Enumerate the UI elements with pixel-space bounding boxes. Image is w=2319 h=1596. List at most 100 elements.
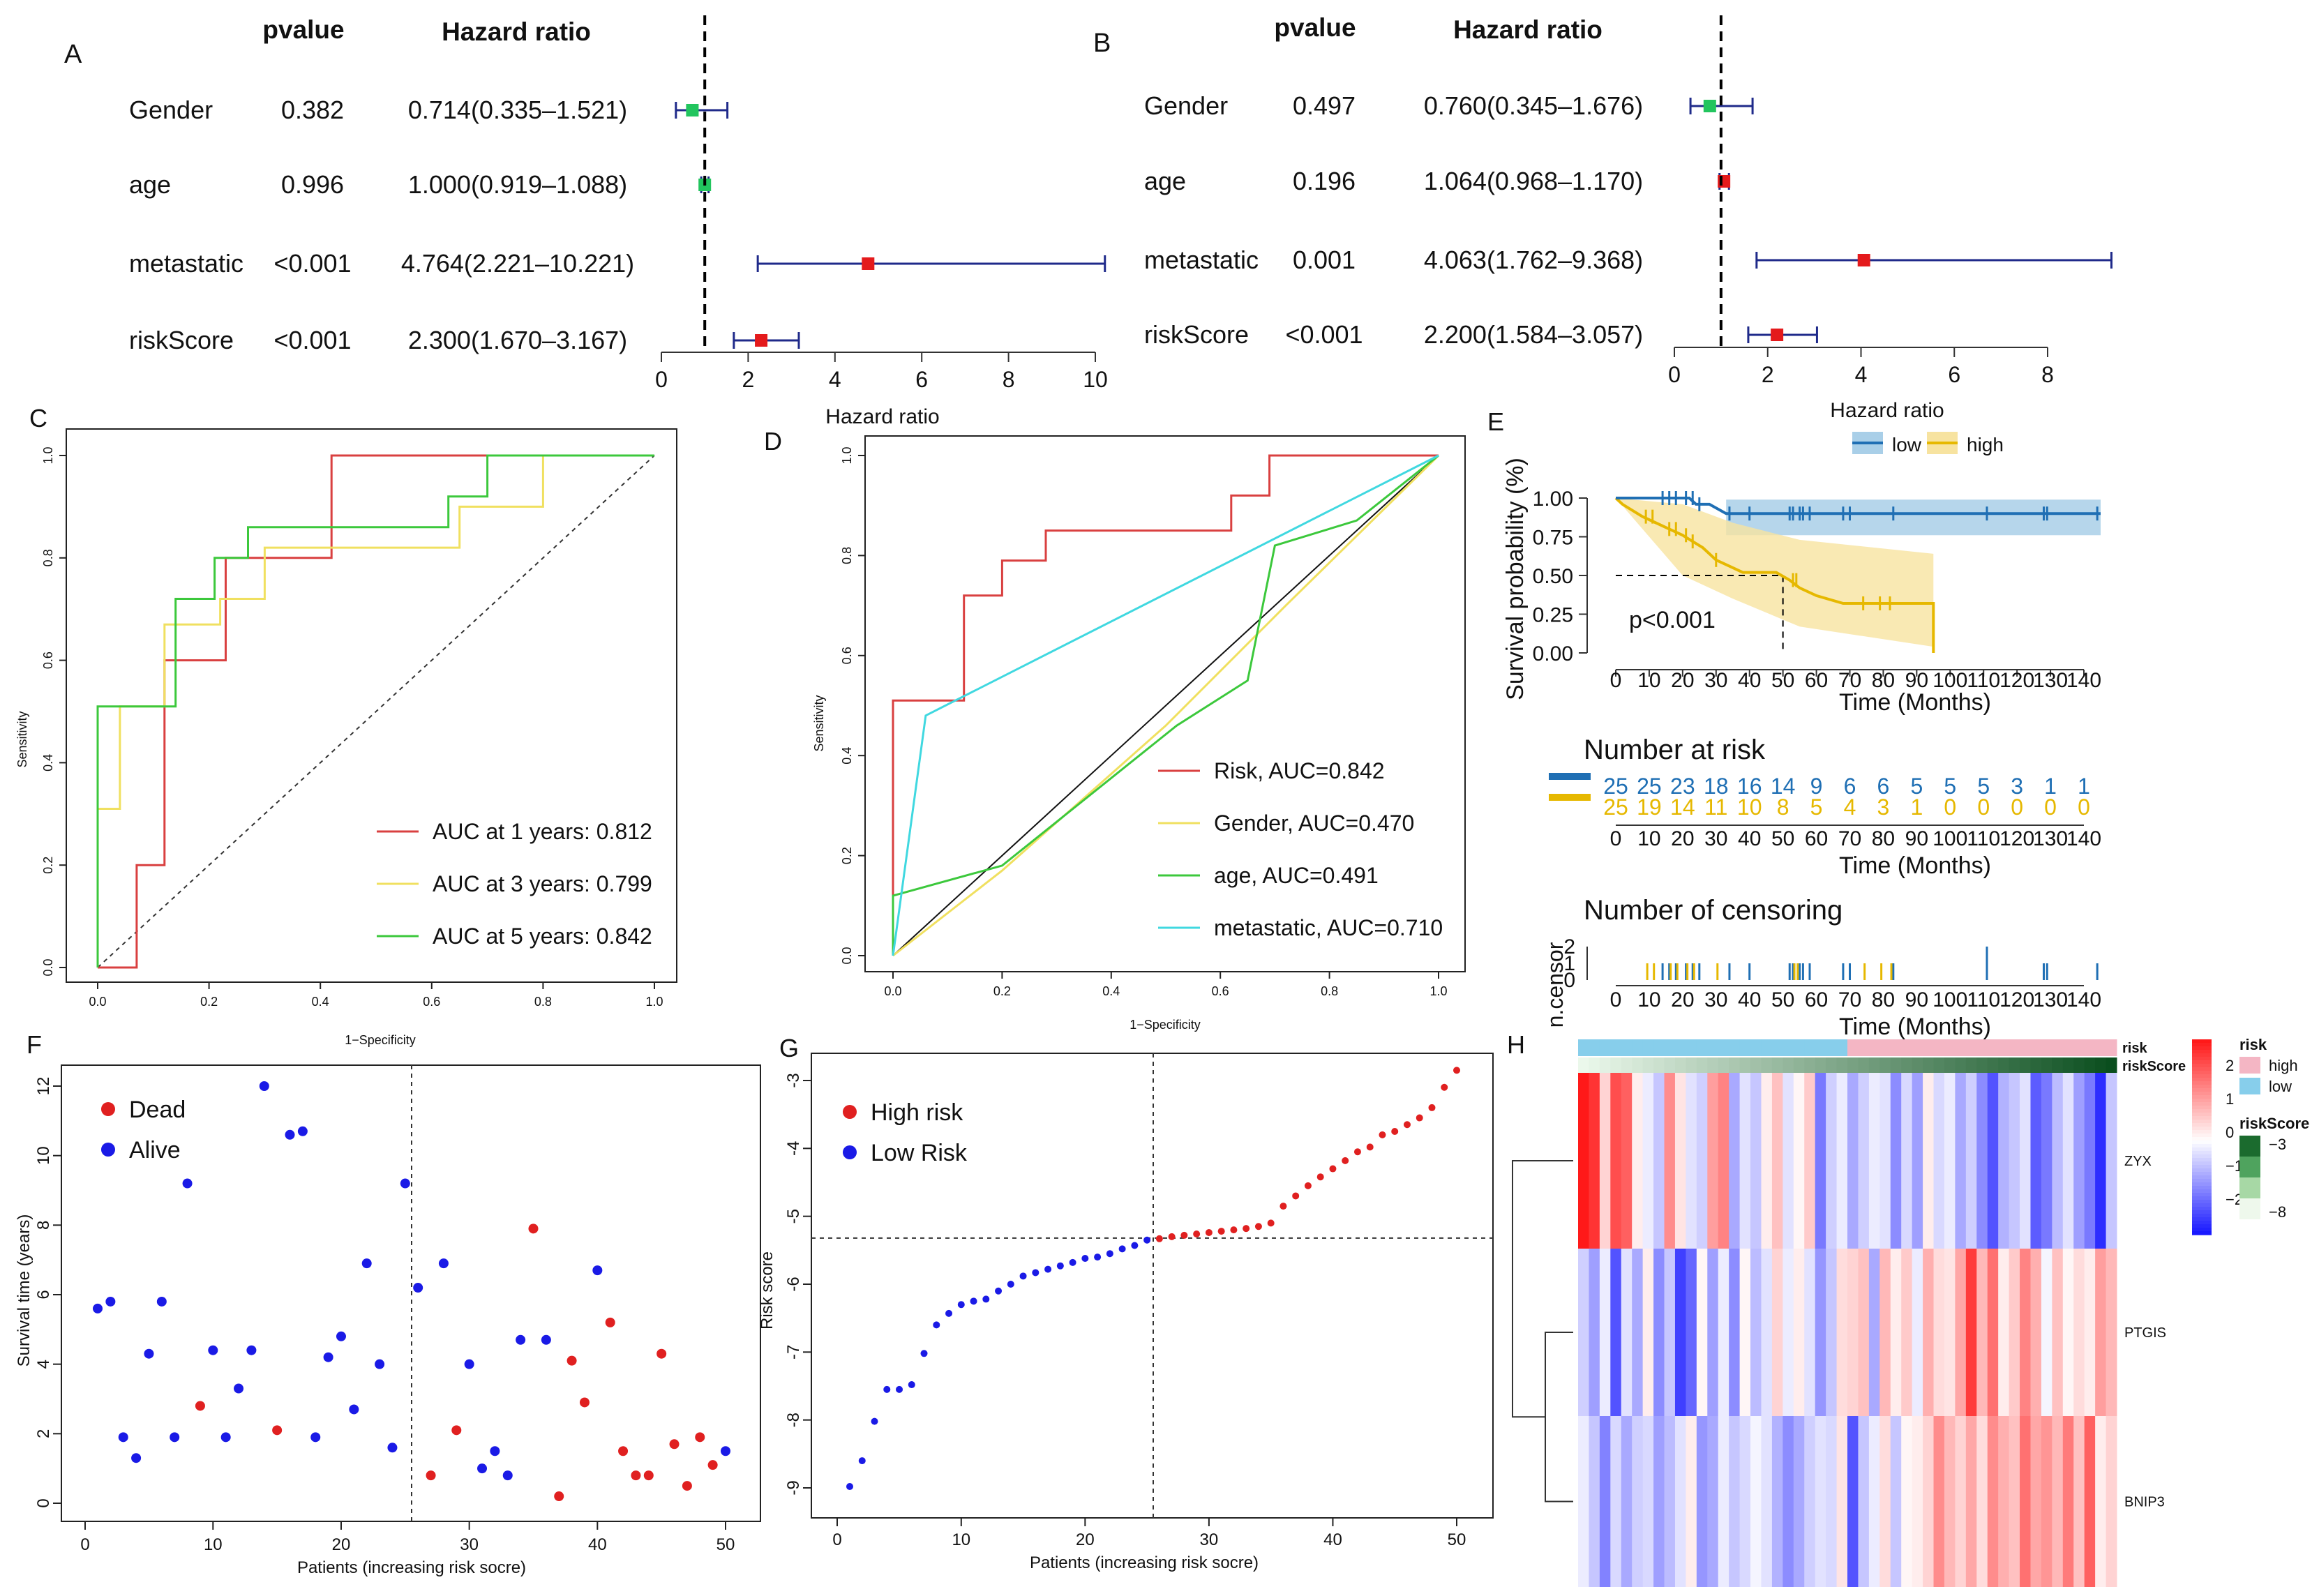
legend-swatch-high: [2239, 1057, 2260, 1074]
y-tick-label: 0.2: [840, 847, 854, 864]
riskscore-annotation-cell: [1858, 1057, 1870, 1073]
heatmap-cell: [1987, 1249, 1999, 1416]
colorbar-step: [2192, 1224, 2212, 1228]
risk-x-tick-label: 0: [1610, 827, 1622, 850]
heatmap-cell: [2106, 1073, 2117, 1249]
colorbar-step: [2192, 1088, 2212, 1092]
low-risk-point: [995, 1287, 1003, 1295]
x-tick-label: 1.0: [1429, 984, 1447, 998]
x-tick-label: 2: [742, 367, 755, 392]
risk-annotation-cell: [1976, 1039, 1988, 1056]
censor-x-tick-label: 140: [2066, 988, 2101, 1011]
x-tick-label: 20: [332, 1535, 351, 1554]
risk-annotation-cell: [1783, 1039, 1794, 1056]
heatmap-cell: [1826, 1073, 1838, 1249]
risk-annotation-cell: [1610, 1039, 1622, 1056]
dead-point: [566, 1355, 577, 1366]
x-tick-label: 4: [1855, 362, 1868, 387]
high-risk-point: [1155, 1235, 1163, 1242]
heatmap-cell: [2009, 1249, 2020, 1416]
censor-x-tick-label: 90: [1905, 988, 1928, 1011]
row-name: age: [129, 170, 171, 199]
high-risk-point: [1316, 1173, 1324, 1181]
colorbar-step: [2192, 1144, 2212, 1148]
legend-label-high: High risk: [871, 1099, 963, 1126]
colorbar-step: [2192, 1214, 2212, 1218]
alive-point: [208, 1345, 218, 1355]
dead-point: [554, 1491, 564, 1502]
low-risk-point: [1143, 1236, 1151, 1244]
heatmap-cell: [1578, 1416, 1589, 1587]
risk-annotation-cell: [2062, 1039, 2074, 1056]
heatmap-cell: [2106, 1249, 2117, 1416]
high-risk-point: [1441, 1083, 1448, 1091]
heatmap-cell: [2095, 1249, 2107, 1416]
x-tick-label: 0.2: [993, 984, 1011, 998]
censor-x-tick-label: 70: [1838, 988, 1861, 1011]
risk-annotation-cell: [1868, 1039, 1880, 1056]
heatmap-cell: [1696, 1249, 1708, 1416]
header-pvalue-b: pvalue: [1274, 13, 1356, 42]
riskscore-annotation-cell: [1815, 1057, 1826, 1073]
heatmap-cell: [1674, 1416, 1686, 1587]
alive-point: [375, 1359, 385, 1369]
heatmap-cell: [2084, 1416, 2096, 1587]
heatmap-cell: [1739, 1073, 1751, 1249]
hr-box: [755, 334, 768, 347]
x-tick-label: 8: [1003, 367, 1015, 392]
heatmap-cell: [1923, 1416, 1935, 1587]
alive-point: [490, 1446, 500, 1456]
legend-label-high: high: [2269, 1057, 2298, 1074]
riskscore-annotation-cell: [1933, 1057, 1945, 1073]
heatmap-cell: [1933, 1073, 1945, 1249]
heatmap-cell: [1610, 1073, 1622, 1249]
panel-label-a: A: [64, 40, 82, 69]
y-tick-label: 2: [34, 1429, 53, 1438]
low-risk-point: [1019, 1272, 1027, 1280]
alive-point: [310, 1432, 321, 1443]
heatmap-cell: [1976, 1073, 1988, 1249]
colorbar-step: [2192, 1217, 2212, 1221]
heatmap-cell: [1707, 1073, 1719, 1249]
x-tick-label: 6: [1948, 362, 1960, 387]
gene-label: ZYX: [2124, 1154, 2152, 1169]
colorbar-step: [2192, 1172, 2212, 1176]
colorbar-step: [2192, 1046, 2212, 1051]
colorbar-step: [2192, 1050, 2212, 1054]
riskscore-annotation-cell: [1965, 1057, 1977, 1073]
heatmap-cell: [1674, 1073, 1686, 1249]
y-tick-label: -6: [784, 1277, 803, 1291]
legend-label: metastatic, AUC=0.710: [1214, 915, 1443, 940]
heatmap-cell: [1912, 1416, 1923, 1587]
dead-point: [618, 1446, 629, 1456]
legend-label-dead: Dead: [129, 1097, 186, 1123]
legend-label: AUC at 1 years: 0.812: [433, 819, 652, 844]
colorbar-step: [2192, 1078, 2212, 1082]
colorbar-step: [2192, 1228, 2212, 1232]
legend-swatch-low: [2239, 1078, 2260, 1094]
risk-annotation-cell: [1858, 1039, 1870, 1056]
heatmap-cell: [1686, 1249, 1697, 1416]
x-tick-label: 90: [1905, 669, 1928, 692]
risk-annotation-cell: [1642, 1039, 1654, 1056]
legend-label: Risk, AUC=0.842: [1214, 758, 1385, 783]
low-risk-point: [945, 1309, 953, 1317]
dead-point: [426, 1470, 436, 1481]
heatmap-cell: [1674, 1249, 1686, 1416]
colorbar-step: [2192, 1067, 2212, 1071]
x-tick-label: 80: [1872, 669, 1895, 692]
riskscore-annotation-cell: [1901, 1057, 1913, 1073]
alive-point: [170, 1432, 180, 1443]
colorbar-step: [2192, 1189, 2212, 1194]
dead-point: [643, 1470, 654, 1481]
heatmap-cell: [1783, 1073, 1794, 1249]
high-risk-point: [1205, 1229, 1213, 1237]
heatmap-cell: [2030, 1249, 2042, 1416]
colorbar-step: [2192, 1074, 2212, 1078]
risk-annotation-cell: [1826, 1039, 1838, 1056]
ylabel-e: Survival probability (%): [1502, 458, 1529, 700]
heatmap-cell: [1879, 1249, 1891, 1416]
dead-point: [579, 1397, 590, 1408]
xlabel-e: Time (Months): [1839, 689, 1991, 716]
riskscore-annotation-cell: [1944, 1057, 1956, 1073]
